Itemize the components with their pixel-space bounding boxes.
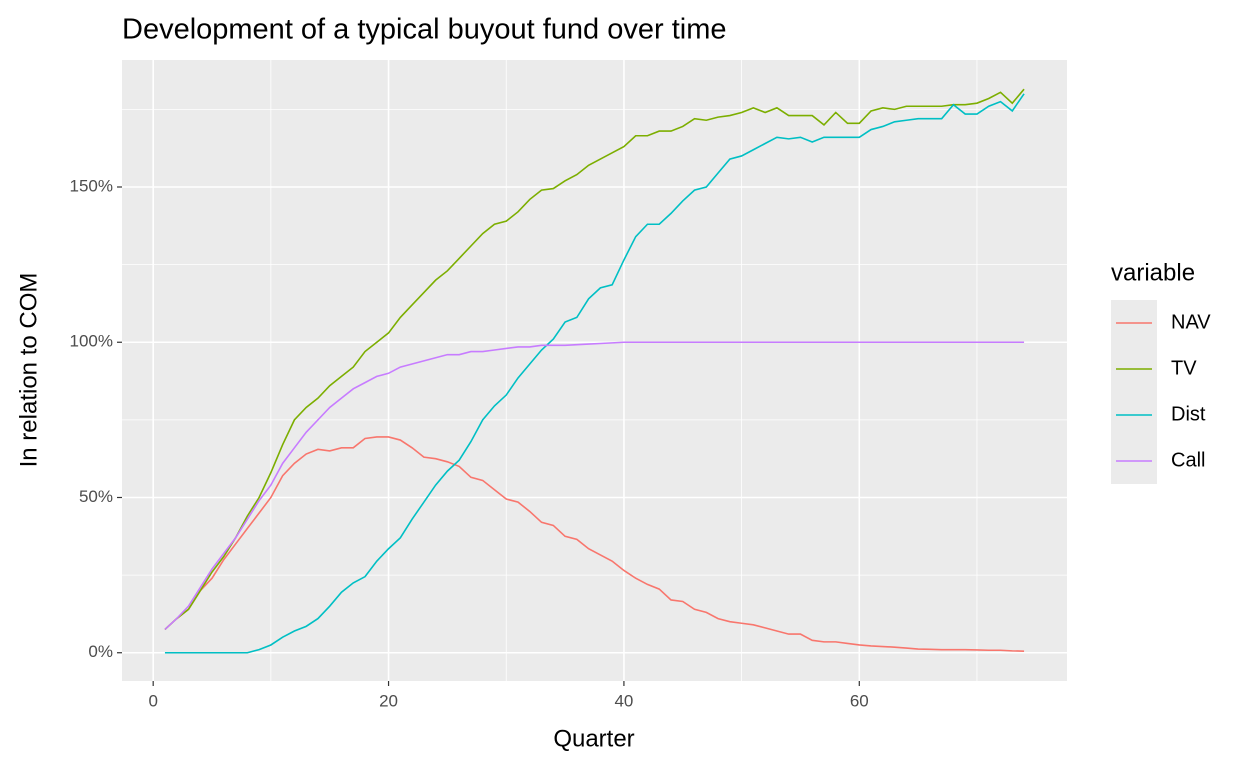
x-tick-label: 40 [614, 691, 633, 710]
legend-title: variable [1111, 259, 1195, 286]
y-tick-label: 0% [88, 642, 113, 661]
y-tick-label: 50% [79, 487, 113, 506]
legend-label: Call [1171, 449, 1205, 471]
legend-key-background [1111, 300, 1157, 484]
series-line [164, 436, 1025, 652]
chart-title: Development of a typical buyout fund ove… [122, 14, 727, 46]
x-tick-label: 60 [850, 691, 869, 710]
legend-label: NAV [1171, 311, 1211, 333]
y-tick-label: 150% [70, 176, 113, 195]
legend-label: TV [1171, 357, 1197, 379]
y-axis-title: In relation to COM [15, 273, 42, 468]
x-tick-label: 0 [148, 691, 157, 710]
x-axis-title: Quarter [553, 725, 634, 752]
series-line [164, 341, 1025, 631]
series-line [164, 88, 1025, 631]
legend-label: Dist [1171, 403, 1206, 425]
series-line [164, 93, 1025, 654]
y-tick-label: 100% [70, 332, 113, 351]
panel [122, 60, 1067, 681]
x-tick-label: 20 [379, 691, 398, 710]
